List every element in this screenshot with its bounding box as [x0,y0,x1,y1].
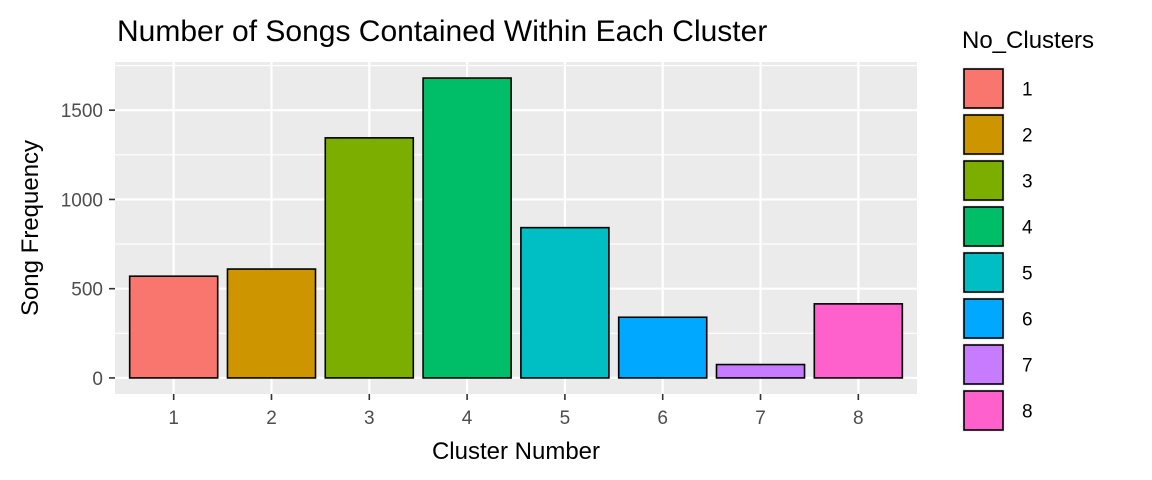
legend-label: 5 [1022,264,1033,285]
chart-title: Number of Songs Contained Within Each Cl… [117,15,767,48]
legend-label: 8 [1022,402,1033,423]
legend-swatch-6 [963,298,1004,339]
bar-cluster-2 [226,268,317,379]
bar-cluster-3 [324,137,415,379]
x-tick-label: 1 [168,408,179,429]
bar-cluster-4 [422,77,512,379]
x-tick-label: 4 [462,408,473,429]
legend-swatch-3 [963,160,1004,201]
legend-swatch-4 [963,206,1004,247]
x-axis-title: Cluster Number [432,438,600,465]
legend-title: No_Clusters [962,27,1094,54]
x-tick-label: 8 [853,408,864,429]
legend-label: 2 [1022,126,1033,147]
y-axis-title: Song Frequency [17,140,44,316]
y-tick-label: 1000 [61,190,103,211]
x-tick-label: 6 [657,408,668,429]
x-tick-label: 5 [560,408,571,429]
legend-label: 6 [1022,310,1033,331]
bars [128,77,904,379]
legend-label: 4 [1022,218,1033,239]
x-axis-ticks: 1 2 3 4 5 6 7 8 [168,394,864,429]
x-tick-label: 2 [266,408,277,429]
x-tick-label: 7 [755,408,766,429]
legend-label: 3 [1022,172,1033,193]
legend-label: 7 [1022,356,1033,377]
legend-swatch-1 [963,68,1004,109]
legend-swatch-8 [963,390,1004,431]
bar-cluster-1 [128,275,219,379]
y-tick-label: 500 [71,280,103,301]
bar-cluster-6 [617,316,708,379]
legend-swatch-5 [963,252,1004,293]
y-tick-label: 1500 [61,101,103,122]
y-tick-label: 0 [92,369,103,390]
x-tick-label: 3 [364,408,375,429]
legend-swatch-2 [963,114,1004,155]
y-axis-ticks: 0 500 1000 1500 [61,101,115,390]
bar-cluster-5 [520,226,610,379]
legend: No_Clusters 1 2 3 4 5 6 7 8 [962,27,1094,432]
legend-swatch-7 [963,344,1004,385]
legend-label: 1 [1022,80,1033,101]
bar-cluster-8 [813,303,904,379]
bar-cluster-7 [715,363,806,379]
